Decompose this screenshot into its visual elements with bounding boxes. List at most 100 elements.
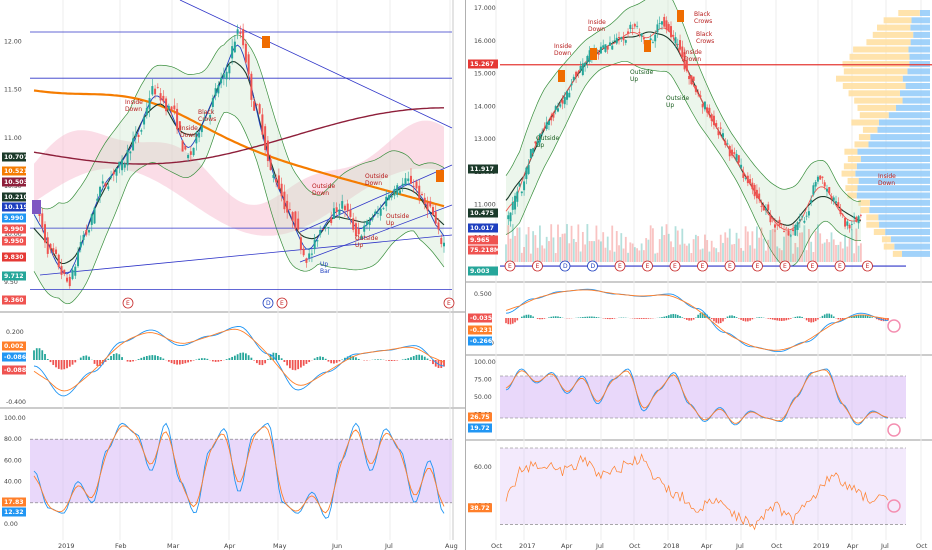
right-macd-histogram-bar <box>681 317 684 318</box>
right-volume-profile-bar <box>872 31 914 38</box>
right-volume-bar <box>609 250 611 262</box>
right-volume-profile-bar <box>881 236 891 243</box>
right-candle-body <box>676 43 679 45</box>
right-event-label: D <box>563 263 568 270</box>
right-volume-profile-bar <box>844 148 858 155</box>
right-flag-marker <box>644 40 651 52</box>
left-candle-body <box>376 213 379 214</box>
right-macd-histogram-bar <box>688 318 690 321</box>
right-candle-body <box>816 176 819 182</box>
left-candle-body <box>398 190 401 194</box>
left-time-label: Jun <box>331 542 342 550</box>
right-candle-body <box>762 206 765 211</box>
left-macd-histogram-bar <box>289 360 291 369</box>
right-macd-histogram-bar <box>597 317 600 318</box>
left-macd-histogram-bar <box>176 360 178 365</box>
right-flag-marker <box>590 48 597 60</box>
right-volume-profile-bar <box>892 250 902 257</box>
right-candle-body <box>773 224 776 228</box>
left-candle-body <box>272 174 275 178</box>
left-bollinger-fill <box>34 34 444 304</box>
left-price-badge-label: 10.503 <box>4 179 28 186</box>
left-macd-histogram-bar <box>79 357 82 360</box>
right-macd-histogram-bar <box>640 318 643 319</box>
left-candle-body <box>74 266 77 276</box>
right-macd-histogram-bar <box>584 316 586 318</box>
left-chart-panel[interactable]: 2019 Feb Mar Apr May Jun Jul AugInsideDownInsid… <box>0 0 466 550</box>
right-candle-body <box>735 153 738 161</box>
right-price-badge-bg <box>468 59 498 69</box>
right-price-badge-label: 75.218M <box>470 247 500 254</box>
left-candle-body <box>346 203 349 212</box>
left-pattern-annotation: Outside <box>355 235 378 242</box>
left-macd-histogram-bar <box>236 354 239 360</box>
left-candle-body <box>283 191 286 210</box>
right-volume-profile-bar <box>847 156 861 162</box>
right-bollinger-lower <box>505 60 861 267</box>
left-macd-histogram-bar <box>71 360 74 365</box>
right-volume-bar <box>663 234 666 262</box>
left-macd-histogram-bar <box>344 357 346 360</box>
right-candle-body <box>832 197 835 201</box>
right-volume-bar <box>765 250 767 262</box>
right-candle-body <box>624 40 627 43</box>
left-macd-histogram-bar <box>74 360 77 363</box>
right-volume-bar <box>830 232 833 262</box>
left-price-badge-bg <box>2 236 26 246</box>
left-candle-body <box>231 46 234 59</box>
right-volume-profile-bar <box>859 112 889 119</box>
right-price-badge-label: 9.965 <box>470 237 490 244</box>
right-volume-profile-bar <box>909 53 930 60</box>
left-candle-body <box>115 168 118 176</box>
right-candle-body <box>828 187 831 194</box>
right-volume-bar <box>681 228 684 262</box>
left-macd-tick: 0.200 <box>6 329 24 336</box>
left-macd-histogram-bar <box>38 348 41 360</box>
right-pattern-annotation: Down <box>588 26 605 33</box>
left-candle-body <box>310 253 313 255</box>
right-macd-histogram-bar <box>717 318 720 324</box>
right-volume-bar <box>835 244 837 262</box>
left-price-badge-label: 10.521 <box>4 168 28 175</box>
right-macd-histogram-bar <box>507 318 510 325</box>
left-macd-histogram-bar <box>379 359 382 360</box>
left-pattern-annotation: Outside <box>312 183 335 190</box>
right-event-marker <box>642 260 653 272</box>
right-volume-bar <box>758 237 761 262</box>
right-volume-bar <box>751 231 754 262</box>
left-macd-histogram-bar <box>388 360 390 361</box>
left-candle-body <box>60 266 63 275</box>
left-stoch-badge-label: 12.32 <box>4 509 24 516</box>
right-candle-body <box>588 50 591 62</box>
right-volume-bar <box>724 232 727 262</box>
right-macd-histogram-bar <box>878 318 880 321</box>
right-volume-profile-bar <box>870 134 930 141</box>
left-macd-histogram-bar <box>426 358 429 360</box>
right-macd-histogram-bar <box>817 318 819 320</box>
right-macd-histogram-bar <box>663 316 666 318</box>
right-time-label: Oct <box>491 542 503 550</box>
right-candle-body <box>554 106 557 111</box>
left-macd-histogram-bar <box>242 352 245 360</box>
left-candle-body <box>93 207 96 224</box>
right-candle-body <box>636 25 639 27</box>
left-candle-body <box>154 88 157 95</box>
right-candle-body <box>538 134 541 143</box>
left-candle-body <box>129 151 132 154</box>
right-volume-bar <box>760 227 763 262</box>
right-macd-histogram-bar <box>722 318 724 322</box>
left-macd-histogram-bar <box>44 354 46 360</box>
right-candle-body <box>746 175 749 184</box>
left-candle-body <box>242 28 245 46</box>
left-macd-histogram-bar <box>107 358 110 360</box>
right-chart-panel[interactable]: Oct 2017 Apr Jul Oct 2018 Apr Jul Oct 2019 Apr Jul O… <box>466 0 932 550</box>
right-volume-bar <box>620 233 623 262</box>
right-price-badge-bg <box>468 164 498 174</box>
left-candle-body <box>236 29 239 34</box>
right-volume-bar <box>850 229 853 262</box>
right-volume-profile-bar <box>910 39 930 46</box>
right-volume-bar <box>744 226 747 262</box>
right-candle-body <box>633 23 636 27</box>
right-volume-bar <box>548 241 550 262</box>
right-candle-body <box>724 140 727 146</box>
